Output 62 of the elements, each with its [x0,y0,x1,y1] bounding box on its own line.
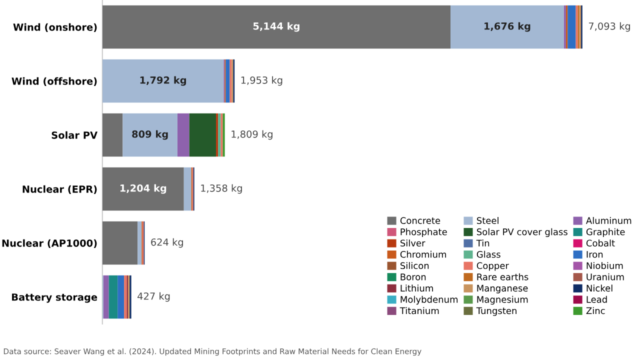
legend-label: Niobium [586,262,623,270]
legend-label: Iron [586,251,603,258]
legend-label: Copper [476,262,509,271]
total-label: 1,358 kg [201,184,242,194]
y-tick-label: Nuclear (EPR) [22,185,97,194]
bar [102,167,184,211]
bar [226,59,230,103]
legend-label: Phosphate [400,228,447,238]
legend-label: Cobalt [586,240,615,247]
bar [122,113,178,157]
bar [108,275,118,319]
legend-label: Tungsten [476,307,516,316]
legend-label: Nickel [586,284,612,292]
y-tick-label: Battery storage [12,294,98,303]
legend-label: Silicon [400,262,429,270]
legend-label: Lead [586,296,607,303]
data-label: 809 kg [132,130,168,140]
bar [177,113,190,157]
bar [102,113,123,157]
legend-label: Titanium [400,307,439,314]
legend-label: Rare earths [477,273,528,280]
legend-label: Manganese [477,284,528,294]
legend-label: Magnesium [477,296,528,305]
legend-label: Molybdenum [400,296,458,305]
bar [189,113,216,157]
y-tick-label: Solar PV [52,131,98,139]
total-label: 427 kg [138,292,170,302]
legend-label: Zinc [586,307,605,314]
bar [568,5,576,49]
data-label: 5,144 kg [253,22,300,32]
y-tick-label: Wind (onshore) [13,23,97,32]
legend-label: Chromium [400,250,446,258]
legend-label: Lithium [400,284,433,292]
bar [102,221,138,265]
legend-label: Aluminum [586,217,632,224]
legend-label: Concrete [400,217,440,224]
bar [218,113,221,157]
data-label: 1,204 kg [120,184,166,194]
total-label: 7,093 kg [588,22,630,32]
legend-label: Steel [476,217,498,224]
bar [450,5,564,49]
legend-label: Uranium [586,273,624,280]
y-tick-label: Nuclear (AP1000) [2,239,97,248]
legend-label: Solar PV cover glass [476,228,568,238]
legend-label: Tin [476,240,490,246]
bar [103,275,109,319]
legend-label: Graphite [586,228,625,238]
bar [102,5,451,49]
y-tick-label: Wind (offshore) [12,77,97,86]
bar [124,275,127,319]
data-label: 1,676 kg [484,22,530,32]
bar [138,221,142,265]
bar [184,167,192,211]
data-label: 1,792 kg [140,76,186,86]
legend-label: Glass [476,250,500,258]
bar [102,59,224,103]
legend-label: Silver [400,240,426,247]
total-label: 624 kg [151,238,183,248]
total-label: 1,953 kg [241,76,282,86]
total-label: 1,809 kg [232,130,272,140]
legend-label: Boron [400,274,426,280]
bar [118,275,124,319]
